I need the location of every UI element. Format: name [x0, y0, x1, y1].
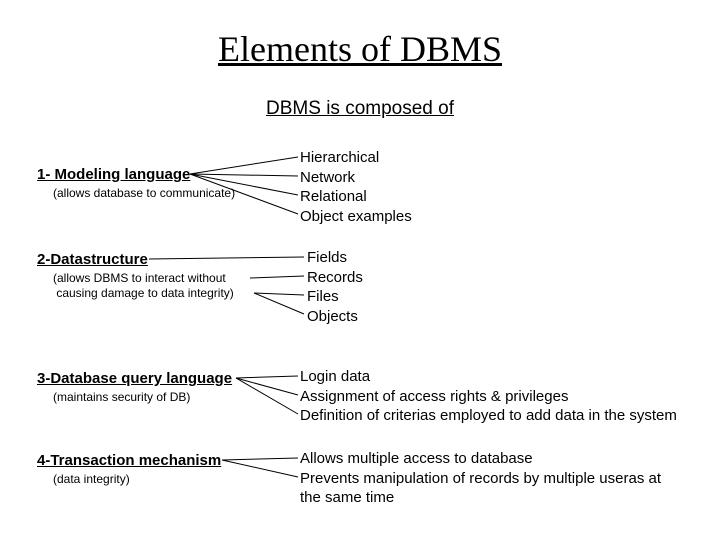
- detail-line: Hierarchical: [300, 148, 412, 168]
- detail-line: Objects: [307, 307, 363, 327]
- section-details: Allows multiple access to databasePreven…: [300, 449, 661, 508]
- detail-line: Records: [307, 268, 363, 288]
- section-heading: 1- Modeling language: [37, 166, 190, 183]
- section-details: FieldsRecordsFilesObjects: [307, 248, 363, 326]
- section-desc: (data integrity): [53, 472, 130, 487]
- section-heading: 3-Database query language: [37, 370, 232, 387]
- detail-line: Allows multiple access to database: [300, 449, 661, 469]
- detail-line: Assignment of access rights & privileges: [300, 387, 677, 407]
- section-details: Login dataAssignment of access rights & …: [300, 367, 677, 426]
- detail-line: Definition of criterias employed to add …: [300, 406, 677, 426]
- detail-line: Files: [307, 287, 363, 307]
- section-details: HierarchicalNetworkRelationalObject exam…: [300, 148, 412, 226]
- detail-line: Network: [300, 168, 412, 188]
- detail-line: Relational: [300, 187, 412, 207]
- section-heading: 2-Datastructure: [37, 251, 148, 268]
- page-title: Elements of DBMS: [0, 28, 720, 70]
- detail-line: Object examples: [300, 207, 412, 227]
- detail-line: Fields: [307, 248, 363, 268]
- section-desc: (allows database to communicate): [53, 186, 235, 201]
- section-heading: 4-Transaction mechanism: [37, 452, 221, 469]
- detail-line: the same time: [300, 488, 661, 508]
- detail-line: Prevents manipulation of records by mult…: [300, 469, 661, 489]
- section-desc: (allows DBMS to interact without causing…: [53, 271, 234, 301]
- page-subtitle: DBMS is composed of: [0, 98, 720, 120]
- detail-line: Login data: [300, 367, 677, 387]
- section-desc: (maintains security of DB): [53, 390, 190, 405]
